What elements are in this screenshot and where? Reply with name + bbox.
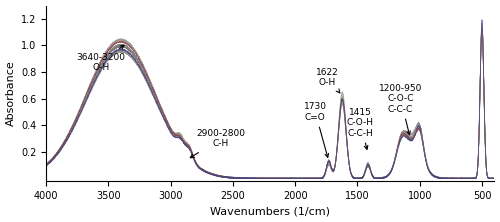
- Text: 1200-950
C-O-C
C-C-C: 1200-950 C-O-C C-C-C: [379, 84, 422, 135]
- Text: 1415
C-O-H
C-C-H: 1415 C-O-H C-C-H: [346, 108, 374, 149]
- X-axis label: Wavenumbers (1/cm): Wavenumbers (1/cm): [210, 206, 330, 216]
- Text: 2900-2800
C-H: 2900-2800 C-H: [190, 129, 245, 158]
- Text: 1730
C=O: 1730 C=O: [304, 102, 328, 157]
- Text: 3640-3200
O-H: 3640-3200 O-H: [76, 45, 126, 72]
- Text: 1622
O-H: 1622 O-H: [316, 68, 340, 93]
- Y-axis label: Absorbance: Absorbance: [6, 60, 16, 126]
